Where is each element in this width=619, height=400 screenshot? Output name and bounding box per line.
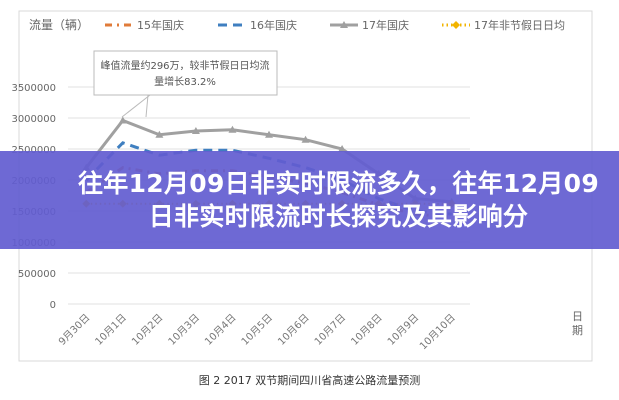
y-tick-label: 3000000 [11, 114, 56, 125]
x-axis-label-1: 日 [572, 310, 583, 323]
data-point-triangle [265, 130, 273, 138]
x-axis-label-2: 期 [572, 324, 583, 337]
data-point-triangle [228, 125, 237, 133]
legend-marker [340, 21, 348, 28]
annotation-leader-line [145, 94, 149, 118]
annotation-leader-line [121, 94, 151, 118]
annotation-text-1: 峰值流量约296万，较非节假日日均流 [100, 59, 269, 72]
data-point-triangle [155, 130, 164, 138]
annotation: 峰值流量约296万，较非节假日日均流 量增长83.2% [93, 50, 278, 118]
y-tick-label: 3500000 [11, 83, 56, 94]
title-banner: 往年12月09日非实时限流多久，往年12月09日非实时限流时长探究及其影响分 [0, 151, 619, 249]
legend-label: 15年国庆 [137, 18, 184, 32]
legend-marker [452, 21, 460, 29]
banner-title: 往年12月09日非实时限流多久，往年12月09日非实时限流时长探究及其影响分 [77, 169, 600, 231]
data-point-triangle [118, 116, 127, 124]
figure-caption: 图 2 2017 双节期间四川省高速公路流量预测 [198, 374, 421, 387]
data-point-triangle [301, 135, 310, 143]
legend-label: 17年国庆 [362, 18, 409, 32]
y-tick-label: 2500000 [11, 145, 56, 156]
legend-label: 17年非节假日日均 [474, 18, 565, 32]
data-point-triangle [191, 127, 200, 135]
data-point-triangle [338, 145, 347, 152]
y-tick-label: 500000 [18, 269, 56, 280]
y-axis-label: 流量（辆） [29, 18, 89, 32]
legend-label: 16年国庆 [250, 18, 297, 32]
y-tick-label: 0 [50, 300, 56, 311]
annotation-box [93, 50, 278, 96]
annotation-text-2: 量增长83.2% [154, 75, 216, 88]
